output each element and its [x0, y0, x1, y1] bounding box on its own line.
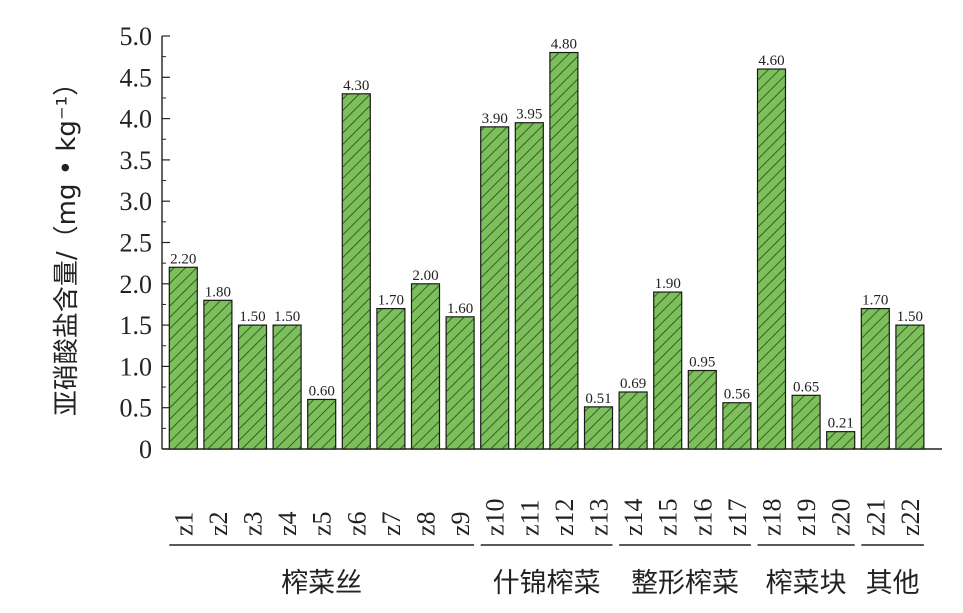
value-label: 0.65 — [793, 379, 819, 395]
bar-z12 — [549, 51, 579, 450]
bar-z6 — [341, 93, 371, 450]
y-tick-label: 0 — [139, 435, 152, 464]
bar-z21 — [860, 307, 890, 450]
value-label: 3.95 — [516, 107, 542, 123]
bar-z22 — [895, 324, 925, 450]
bars — [168, 51, 925, 450]
bar-z17 — [722, 402, 752, 450]
category-label: z8 — [412, 511, 441, 536]
y-tick-label: 2.0 — [120, 270, 153, 299]
value-label: 1.60 — [447, 301, 473, 317]
bar-z2 — [203, 299, 233, 450]
category-label: z19 — [792, 498, 821, 536]
category-label: z21 — [861, 498, 890, 536]
value-label: 4.30 — [343, 78, 369, 94]
bar-z20 — [826, 431, 856, 450]
category-label: z9 — [446, 511, 475, 536]
axes: 0 0.5 1.0 1.5 2.0 2.5 3.0 3.5 4.0 4.5 5.0 — [120, 22, 942, 464]
bar-z8 — [410, 283, 441, 450]
value-label: 0.69 — [620, 376, 646, 392]
value-label: 1.90 — [655, 276, 681, 292]
group-label: 什锦榨菜 — [493, 568, 601, 599]
category-label: z22 — [896, 498, 925, 536]
y-tick-label: 1.0 — [120, 352, 153, 381]
value-label: 3.90 — [482, 111, 508, 127]
y-tick-label: 4.5 — [120, 63, 153, 92]
labels: 2.20 z1 1.80 z2 1.50 z3 1.50 z4 0.60 z5 4.30 z6 1.70… — [169, 37, 925, 599]
value-label: 1.70 — [862, 293, 888, 309]
y-tick-label: 1.5 — [120, 311, 153, 340]
category-label: z6 — [342, 511, 371, 536]
category-label: z20 — [827, 498, 856, 536]
bar-z9 — [445, 316, 475, 450]
category-label: z1 — [169, 511, 198, 536]
category-label: z15 — [654, 498, 683, 536]
group-label: 整形榨菜 — [631, 568, 739, 599]
bar-z15 — [653, 291, 683, 450]
value-label: 1.50 — [274, 309, 300, 325]
bar-z10 — [480, 126, 510, 450]
value-label: 4.80 — [551, 37, 577, 53]
value-label: 0.60 — [309, 383, 335, 399]
bar-z16 — [687, 369, 717, 450]
category-label: z17 — [723, 498, 752, 536]
category-label: z16 — [688, 498, 717, 536]
value-label: 1.50 — [239, 309, 265, 325]
category-label: z2 — [204, 511, 233, 536]
y-tick-label: 0.5 — [120, 394, 153, 423]
group-label: 其他 — [866, 568, 920, 599]
category-label: z4 — [273, 511, 302, 536]
bar-z7 — [376, 307, 406, 450]
value-label: 0.95 — [689, 355, 715, 371]
category-label: z18 — [758, 498, 787, 536]
y-tick-label: 3.0 — [120, 187, 153, 216]
bar-z18 — [756, 68, 787, 450]
category-label: z10 — [481, 498, 510, 536]
category-label: z11 — [515, 499, 544, 536]
category-label: z5 — [308, 511, 337, 536]
bar-z4 — [272, 324, 302, 450]
bar-z13 — [583, 406, 614, 450]
value-label: 0.56 — [724, 387, 751, 403]
bar-z3 — [237, 324, 268, 450]
category-label: z12 — [550, 498, 579, 536]
y-tick-label: 4.0 — [120, 105, 153, 134]
value-label: 0.21 — [828, 416, 854, 432]
y-tick-label: 3.5 — [120, 146, 153, 175]
bar-z5 — [307, 398, 337, 450]
value-label: 1.80 — [205, 284, 231, 300]
value-label: 0.51 — [585, 391, 611, 407]
category-label: z14 — [619, 498, 648, 536]
bar-z14 — [618, 391, 648, 450]
bar-z11 — [514, 122, 544, 450]
y-axis-label: 亚硝酸盐含量/（mg • kg⁻¹） — [52, 70, 82, 416]
category-label: z7 — [377, 511, 406, 536]
y-tick-label: 5.0 — [120, 22, 153, 51]
category-label: z13 — [585, 498, 614, 536]
value-label: 2.20 — [170, 251, 196, 267]
group-label: 榨菜丝 — [281, 568, 362, 599]
bar-z1 — [168, 266, 198, 450]
category-label: z3 — [239, 511, 268, 536]
value-label: 1.50 — [897, 309, 923, 325]
value-label: 4.60 — [758, 53, 784, 69]
bar-z19 — [791, 394, 821, 450]
group-label: 榨菜块 — [766, 568, 847, 599]
value-label: 2.00 — [412, 268, 438, 284]
y-tick-label: 2.5 — [120, 229, 153, 258]
value-label: 1.70 — [378, 293, 404, 309]
